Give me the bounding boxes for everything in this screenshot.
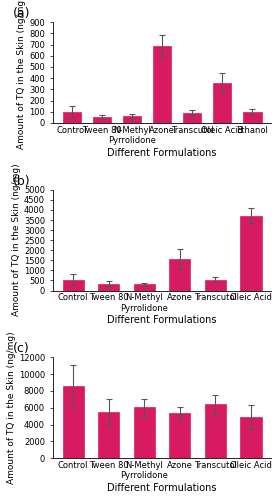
X-axis label: Different Formulations: Different Formulations <box>107 148 217 158</box>
Bar <box>93 117 111 123</box>
Bar <box>134 408 155 458</box>
Bar <box>244 112 261 123</box>
Bar <box>213 82 231 123</box>
Text: (c): (c) <box>13 342 30 355</box>
Bar <box>183 113 201 123</box>
X-axis label: Different Formulations: Different Formulations <box>107 316 217 326</box>
Bar <box>153 46 171 123</box>
Bar <box>134 284 155 290</box>
Y-axis label: Amount of TQ in the Skin (ng/mg): Amount of TQ in the Skin (ng/mg) <box>7 332 16 484</box>
Bar <box>240 417 261 458</box>
Bar <box>169 259 191 290</box>
Bar <box>205 404 226 458</box>
Y-axis label: Amount of TQ in the Skin (ng/mg): Amount of TQ in the Skin (ng/mg) <box>17 0 26 149</box>
Bar <box>205 280 226 290</box>
Bar <box>62 280 84 290</box>
Text: (a): (a) <box>13 7 31 20</box>
Bar <box>62 112 81 123</box>
Bar <box>98 412 119 458</box>
Bar <box>98 284 119 290</box>
Bar <box>169 413 191 458</box>
Bar <box>123 116 141 123</box>
X-axis label: Different Formulations: Different Formulations <box>107 483 217 493</box>
Y-axis label: Amount of TQ in the Skin (ng/mg): Amount of TQ in the Skin (ng/mg) <box>12 164 21 316</box>
Bar <box>240 216 261 290</box>
Text: (b): (b) <box>13 175 31 188</box>
Bar <box>62 386 84 458</box>
